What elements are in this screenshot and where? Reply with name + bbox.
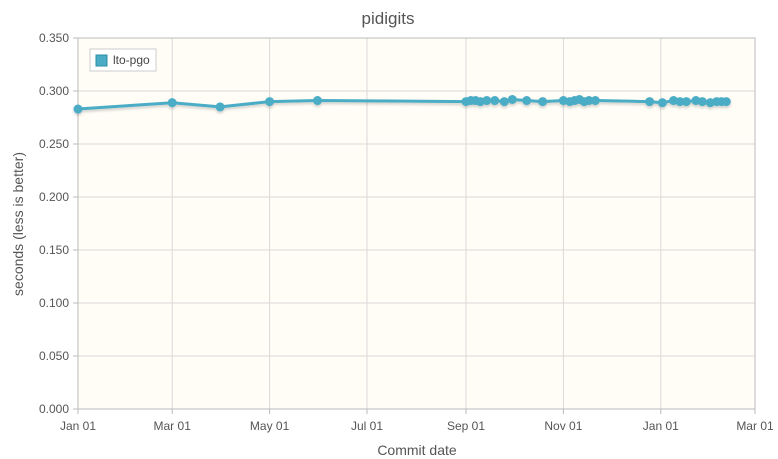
data-point[interactable] [645,97,655,107]
data-point[interactable] [167,98,177,108]
plot-border [77,37,756,410]
x-axis-ticks: Jan 01 Mar 01 May 01 Jul 01 Sep 01 Nov 01 Jan … [60,409,774,433]
data-point[interactable] [538,97,548,107]
y-tick-label: 0.000 [39,402,69,416]
data-point[interactable] [681,97,691,107]
data-point[interactable] [590,96,600,106]
y-axis-label: seconds (less is better) [10,152,26,296]
legend: lto-pgo [89,48,157,72]
x-tick-label: May 01 [250,419,290,433]
legend-swatch [95,54,108,67]
series-layer [73,94,731,114]
data-point[interactable] [490,96,500,106]
data-point[interactable] [313,96,323,106]
x-tick-label: Nov 01 [544,419,582,433]
data-point[interactable] [499,97,509,107]
x-tick-label: Jul 01 [351,419,383,433]
data-point[interactable] [657,98,667,108]
data-point[interactable] [215,102,225,112]
y-tick-label: 0.050 [39,349,69,363]
data-point[interactable] [507,94,517,104]
chart-title: pidigits [362,9,415,28]
data-point[interactable] [675,97,685,107]
x-tick-label: Mar 01 [736,419,774,433]
y-tick-label: 0.200 [39,190,69,204]
data-point[interactable] [73,104,83,114]
y-tick-label: 0.250 [39,137,69,151]
x-axis-label: Commit date [377,442,457,458]
data-point[interactable] [721,97,731,107]
plot-area [78,38,755,409]
y-tick-label: 0.300 [39,84,69,98]
data-point[interactable] [265,97,275,107]
y-tick-label: 0.350 [39,31,69,45]
x-tick-label: Sep 01 [447,419,485,433]
x-tick-label: Mar 01 [154,419,192,433]
y-axis-ticks: 0.000 0.050 0.100 0.150 0.200 0.250 0.300 0.350 [39,31,78,416]
x-tick-label: Jan 01 [60,419,96,433]
data-point[interactable] [584,96,594,106]
data-point[interactable] [697,97,707,107]
y-tick-label: 0.150 [39,243,69,257]
x-tick-label: Jan 01 [643,419,679,433]
data-point[interactable] [522,96,532,106]
legend-label: lto-pgo [113,53,150,67]
data-point[interactable] [482,96,492,106]
y-tick-label: 0.100 [39,296,69,310]
